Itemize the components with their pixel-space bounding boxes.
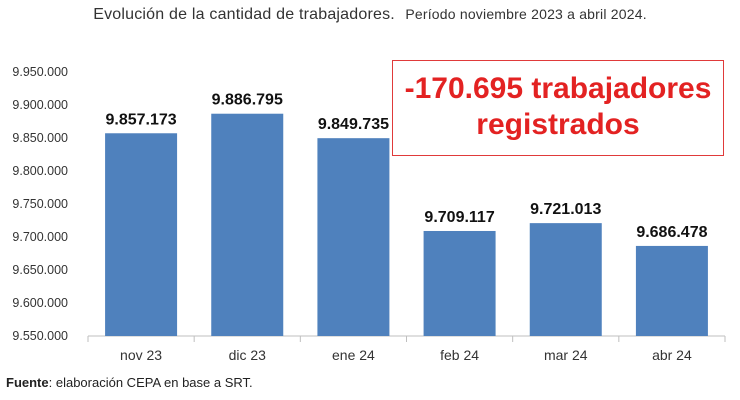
x-tick-label: abr 24 (652, 347, 692, 363)
chart-title-main: Evolución de la cantidad de trabajadores… (93, 6, 395, 23)
bar (529, 223, 602, 336)
y-tick-label: 9.950.000 (12, 65, 68, 79)
y-tick-label: 9.750.000 (12, 197, 68, 211)
bar-series (105, 113, 708, 336)
data-label: 9.686.478 (636, 224, 707, 241)
data-label: 9.709.117 (424, 209, 494, 226)
bar (423, 230, 496, 336)
x-tick-label: nov 23 (120, 347, 162, 363)
y-tick-label: 9.800.000 (12, 164, 68, 178)
bar (105, 133, 178, 336)
y-tick-label: 9.850.000 (12, 131, 68, 145)
bar (317, 138, 390, 336)
y-tick-label: 9.550.000 (12, 329, 68, 343)
y-tick-label: 9.650.000 (12, 263, 68, 277)
source-note: Fuente: elaboración CEPA en base a SRT. (6, 375, 253, 390)
y-tick-label: 9.600.000 (12, 296, 68, 310)
source-text: : elaboración CEPA en base a SRT. (48, 375, 253, 390)
data-label: 9.849.735 (318, 116, 389, 133)
x-axis: nov 23 dic 23 ene 24 feb 24 mar 24 abr 24 (87, 335, 726, 363)
data-labels: 9.857.173 9.886.795 9.849.735 9.709.117 9.72… (105, 92, 707, 241)
bar (635, 245, 708, 336)
callout-box: -170.695 trabajadores registrados (392, 60, 724, 156)
bar (211, 113, 284, 336)
data-label: 9.886.795 (212, 92, 283, 109)
chart-subtitle: Período noviembre 2023 a abril 2024. (405, 6, 647, 22)
callout-line-2: registrados (476, 108, 640, 141)
data-label: 9.721.013 (530, 201, 601, 218)
y-axis: 9.550.000 9.600.000 9.650.000 9.700.000 9.75… (12, 65, 68, 343)
callout-line-1: -170.695 trabajadores (404, 72, 712, 105)
x-tick-label: feb 24 (440, 347, 479, 363)
x-tick-label: mar 24 (544, 347, 588, 363)
data-label: 9.857.173 (105, 111, 176, 128)
x-tick-label: ene 24 (332, 347, 375, 363)
x-tick-label: dic 23 (229, 347, 267, 363)
y-tick-label: 9.700.000 (12, 230, 68, 244)
y-tick-label: 9.900.000 (12, 98, 68, 112)
chart-title: Evolución de la cantidad de trabajadores… (0, 6, 740, 24)
source-label: Fuente (6, 375, 49, 390)
